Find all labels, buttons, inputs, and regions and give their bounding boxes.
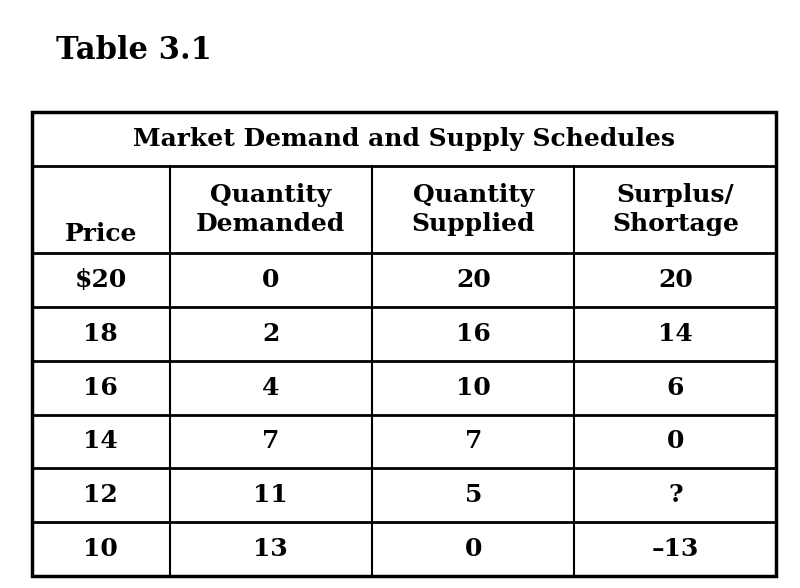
Text: 12: 12 <box>83 483 118 507</box>
Text: Market Demand and Supply Schedules: Market Demand and Supply Schedules <box>133 127 675 151</box>
Text: 13: 13 <box>254 537 288 562</box>
Text: 20: 20 <box>658 268 693 292</box>
Text: 0: 0 <box>667 429 684 453</box>
Text: 5: 5 <box>465 483 482 507</box>
Text: Price: Price <box>65 222 137 246</box>
Text: 7: 7 <box>465 429 482 453</box>
Text: $20: $20 <box>74 268 127 292</box>
Text: 4: 4 <box>262 376 279 400</box>
Text: Surplus/
Shortage: Surplus/ Shortage <box>612 183 739 236</box>
Text: 18: 18 <box>83 322 118 346</box>
Bar <box>32 112 776 576</box>
Text: 6: 6 <box>667 376 684 400</box>
Text: 11: 11 <box>254 483 288 507</box>
Text: 0: 0 <box>465 537 482 562</box>
Text: 16: 16 <box>83 376 118 400</box>
Text: 14: 14 <box>83 429 118 453</box>
Text: 16: 16 <box>456 322 490 346</box>
Text: 0: 0 <box>262 268 279 292</box>
Text: ?: ? <box>668 483 683 507</box>
Text: Quantity
Supplied: Quantity Supplied <box>411 183 535 236</box>
Text: Quantity
Demanded: Quantity Demanded <box>196 183 346 236</box>
Text: 2: 2 <box>262 322 279 346</box>
Text: 7: 7 <box>262 429 279 453</box>
Text: 20: 20 <box>456 268 490 292</box>
Text: 10: 10 <box>456 376 490 400</box>
Text: –13: –13 <box>652 537 699 562</box>
Text: Table 3.1: Table 3.1 <box>56 35 212 66</box>
Text: 14: 14 <box>658 322 693 346</box>
Text: 10: 10 <box>83 537 118 562</box>
